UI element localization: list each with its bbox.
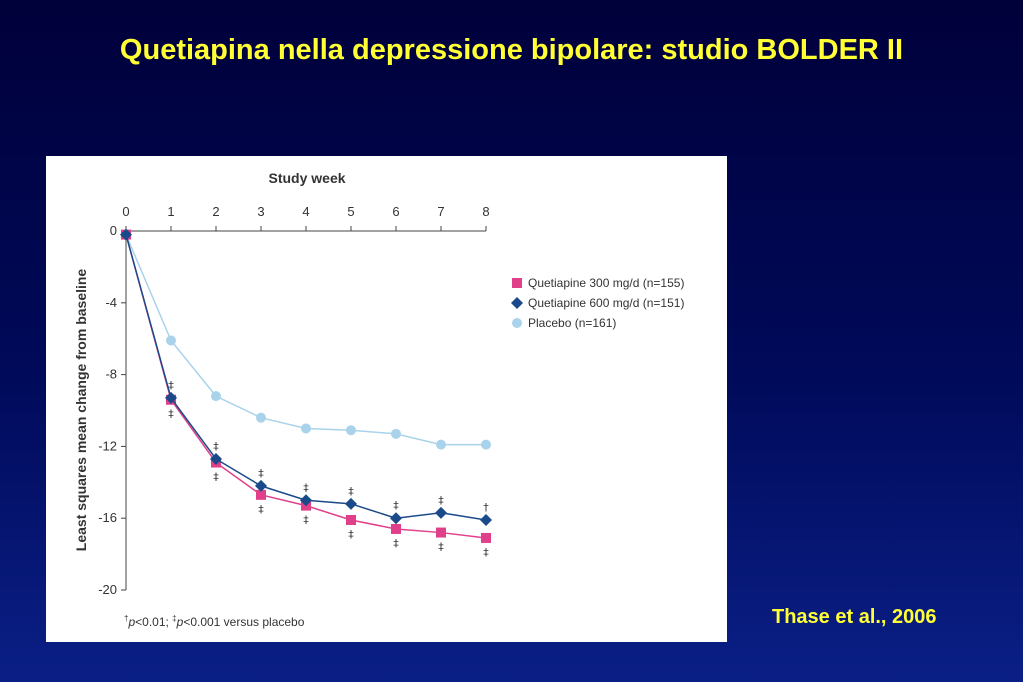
series-layer: ‡ ‡ ‡ ‡ ‡ ‡ ‡ ‡ ‡ ‡ ‡ ‡ ‡ ‡ † ‡ xyxy=(120,228,492,559)
series-2-point-4 xyxy=(301,423,311,434)
series-line-1 xyxy=(125,234,487,521)
axes: 0 1 2 3 4 5 6 7 8 0 -4 -8 -12 -16 -20 xyxy=(98,204,489,597)
x-tick-label-1: 1 xyxy=(167,204,174,219)
sig-mark-above-3: ‡ xyxy=(258,467,264,480)
x-tick-label-8: 8 xyxy=(482,204,489,219)
series-1-point-3 xyxy=(255,479,267,492)
series-1-point-6 xyxy=(390,512,402,525)
series-1-point-7 xyxy=(435,506,447,519)
series-1-point-0 xyxy=(120,228,132,241)
footnote-double-dagger: ‡ xyxy=(172,614,177,623)
series-1-point-1 xyxy=(165,391,177,404)
x-tick-label-5: 5 xyxy=(347,204,354,219)
y-tick-label-4: -16 xyxy=(98,510,117,525)
citation: Thase et al., 2006 xyxy=(772,606,937,628)
x-tick-label-2: 2 xyxy=(212,204,219,219)
series-2-point-6 xyxy=(391,428,401,439)
legend-marker-0 xyxy=(512,278,522,288)
series-1-point-2 xyxy=(210,452,222,465)
series-1-point-8 xyxy=(480,513,492,526)
series-2-point-3 xyxy=(256,412,266,423)
footnote-p-2: p xyxy=(176,615,184,629)
series-1 xyxy=(120,228,492,526)
footnote-text-1: <0.01; xyxy=(135,615,173,629)
legend-label-2: Placebo (n=161) xyxy=(528,316,616,330)
sig-mark-below-3: ‡ xyxy=(258,503,264,516)
footnote-dagger: † xyxy=(124,614,129,623)
chart-panel: Study week Least squares mean change fro… xyxy=(46,156,727,642)
series-2-point-7 xyxy=(436,439,446,450)
line-chart: Study week Least squares mean change fro… xyxy=(73,170,684,597)
sig-mark-below-4: ‡ xyxy=(303,514,309,527)
sig-mark-above-2: ‡ xyxy=(213,440,219,453)
y-tick-label-0: 0 xyxy=(110,223,117,238)
x-tick-label-4: 4 xyxy=(302,204,309,219)
y-tick-label-1: -4 xyxy=(105,295,117,310)
y-axis-label: Least squares mean change from baseline xyxy=(73,269,89,552)
series-2-point-2 xyxy=(211,391,221,402)
sig-mark-above-5: ‡ xyxy=(348,485,354,498)
y-tick-label-5: -20 xyxy=(98,582,117,597)
series-1-point-4 xyxy=(300,494,312,507)
series-0-point-3 xyxy=(256,489,266,500)
slide-title: Quetiapina nella depressione bipolare: s… xyxy=(119,34,904,66)
sig-mark-below-2: ‡ xyxy=(213,471,219,484)
sig-mark-below-1: ‡ xyxy=(168,408,174,421)
footnote: †p<0.01; ‡p<0.001 versus placebo xyxy=(124,614,304,629)
sig-mark-above-1: ‡ xyxy=(168,379,174,392)
series-1-point-5 xyxy=(345,497,357,510)
sig-mark-above-4: ‡ xyxy=(303,481,309,494)
series-2-point-1 xyxy=(166,335,176,346)
legend-marker-2 xyxy=(512,318,522,328)
sig-mark-above-6: ‡ xyxy=(393,499,399,512)
series-0-point-7 xyxy=(436,527,446,538)
series-2 xyxy=(121,229,491,450)
legend-marker-1 xyxy=(511,297,523,309)
x-tick-label-3: 3 xyxy=(257,204,264,219)
sig-mark-below-6: ‡ xyxy=(393,537,399,550)
x-tick-label-6: 6 xyxy=(392,204,399,219)
series-0-point-6 xyxy=(391,523,401,534)
sig-mark-above-7: ‡ xyxy=(438,494,444,507)
series-0-point-5 xyxy=(346,514,356,525)
x-tick-label-0: 0 xyxy=(122,204,129,219)
series-2-point-5 xyxy=(346,425,356,436)
sig-mark-below-8: ‡ xyxy=(483,546,489,559)
series-0-point-8 xyxy=(481,532,491,543)
legend-label-1: Quetiapine 600 mg/d (n=151) xyxy=(528,296,684,310)
sig-mark-below-5: ‡ xyxy=(348,528,354,541)
footnote-p: p xyxy=(128,615,136,629)
y-tick-label-3: -12 xyxy=(98,438,117,453)
y-tick-label-2: -8 xyxy=(105,367,117,382)
legend: Quetiapine 300 mg/d (n=155) Quetiapine 60… xyxy=(511,276,684,330)
x-axis-label: Study week xyxy=(268,170,345,186)
x-tick-label-7: 7 xyxy=(437,204,444,219)
legend-label-0: Quetiapine 300 mg/d (n=155) xyxy=(528,276,684,290)
sig-mark-below-7: ‡ xyxy=(438,541,444,554)
series-2-point-8 xyxy=(481,439,491,450)
sig-mark-above-8: † xyxy=(483,501,489,514)
footnote-text-2: <0.001 versus placebo xyxy=(183,615,305,629)
